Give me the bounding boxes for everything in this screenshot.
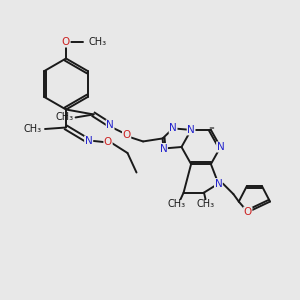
Text: O: O [104, 137, 112, 148]
Text: N: N [187, 125, 195, 135]
Text: N: N [169, 123, 177, 134]
Text: CH₃: CH₃ [168, 199, 186, 208]
Text: N: N [106, 120, 114, 130]
Text: O: O [244, 207, 252, 217]
Text: CH₃: CH₃ [196, 199, 214, 208]
Text: N: N [85, 136, 92, 146]
Text: N: N [217, 142, 224, 152]
Text: CH₃: CH₃ [88, 37, 106, 47]
Text: CH₃: CH₃ [56, 112, 74, 122]
Text: N: N [214, 178, 222, 189]
Text: O: O [122, 130, 131, 140]
Text: CH₃: CH₃ [23, 124, 41, 134]
Text: N: N [160, 143, 167, 154]
Text: =: = [208, 125, 214, 131]
Text: O: O [62, 37, 70, 47]
